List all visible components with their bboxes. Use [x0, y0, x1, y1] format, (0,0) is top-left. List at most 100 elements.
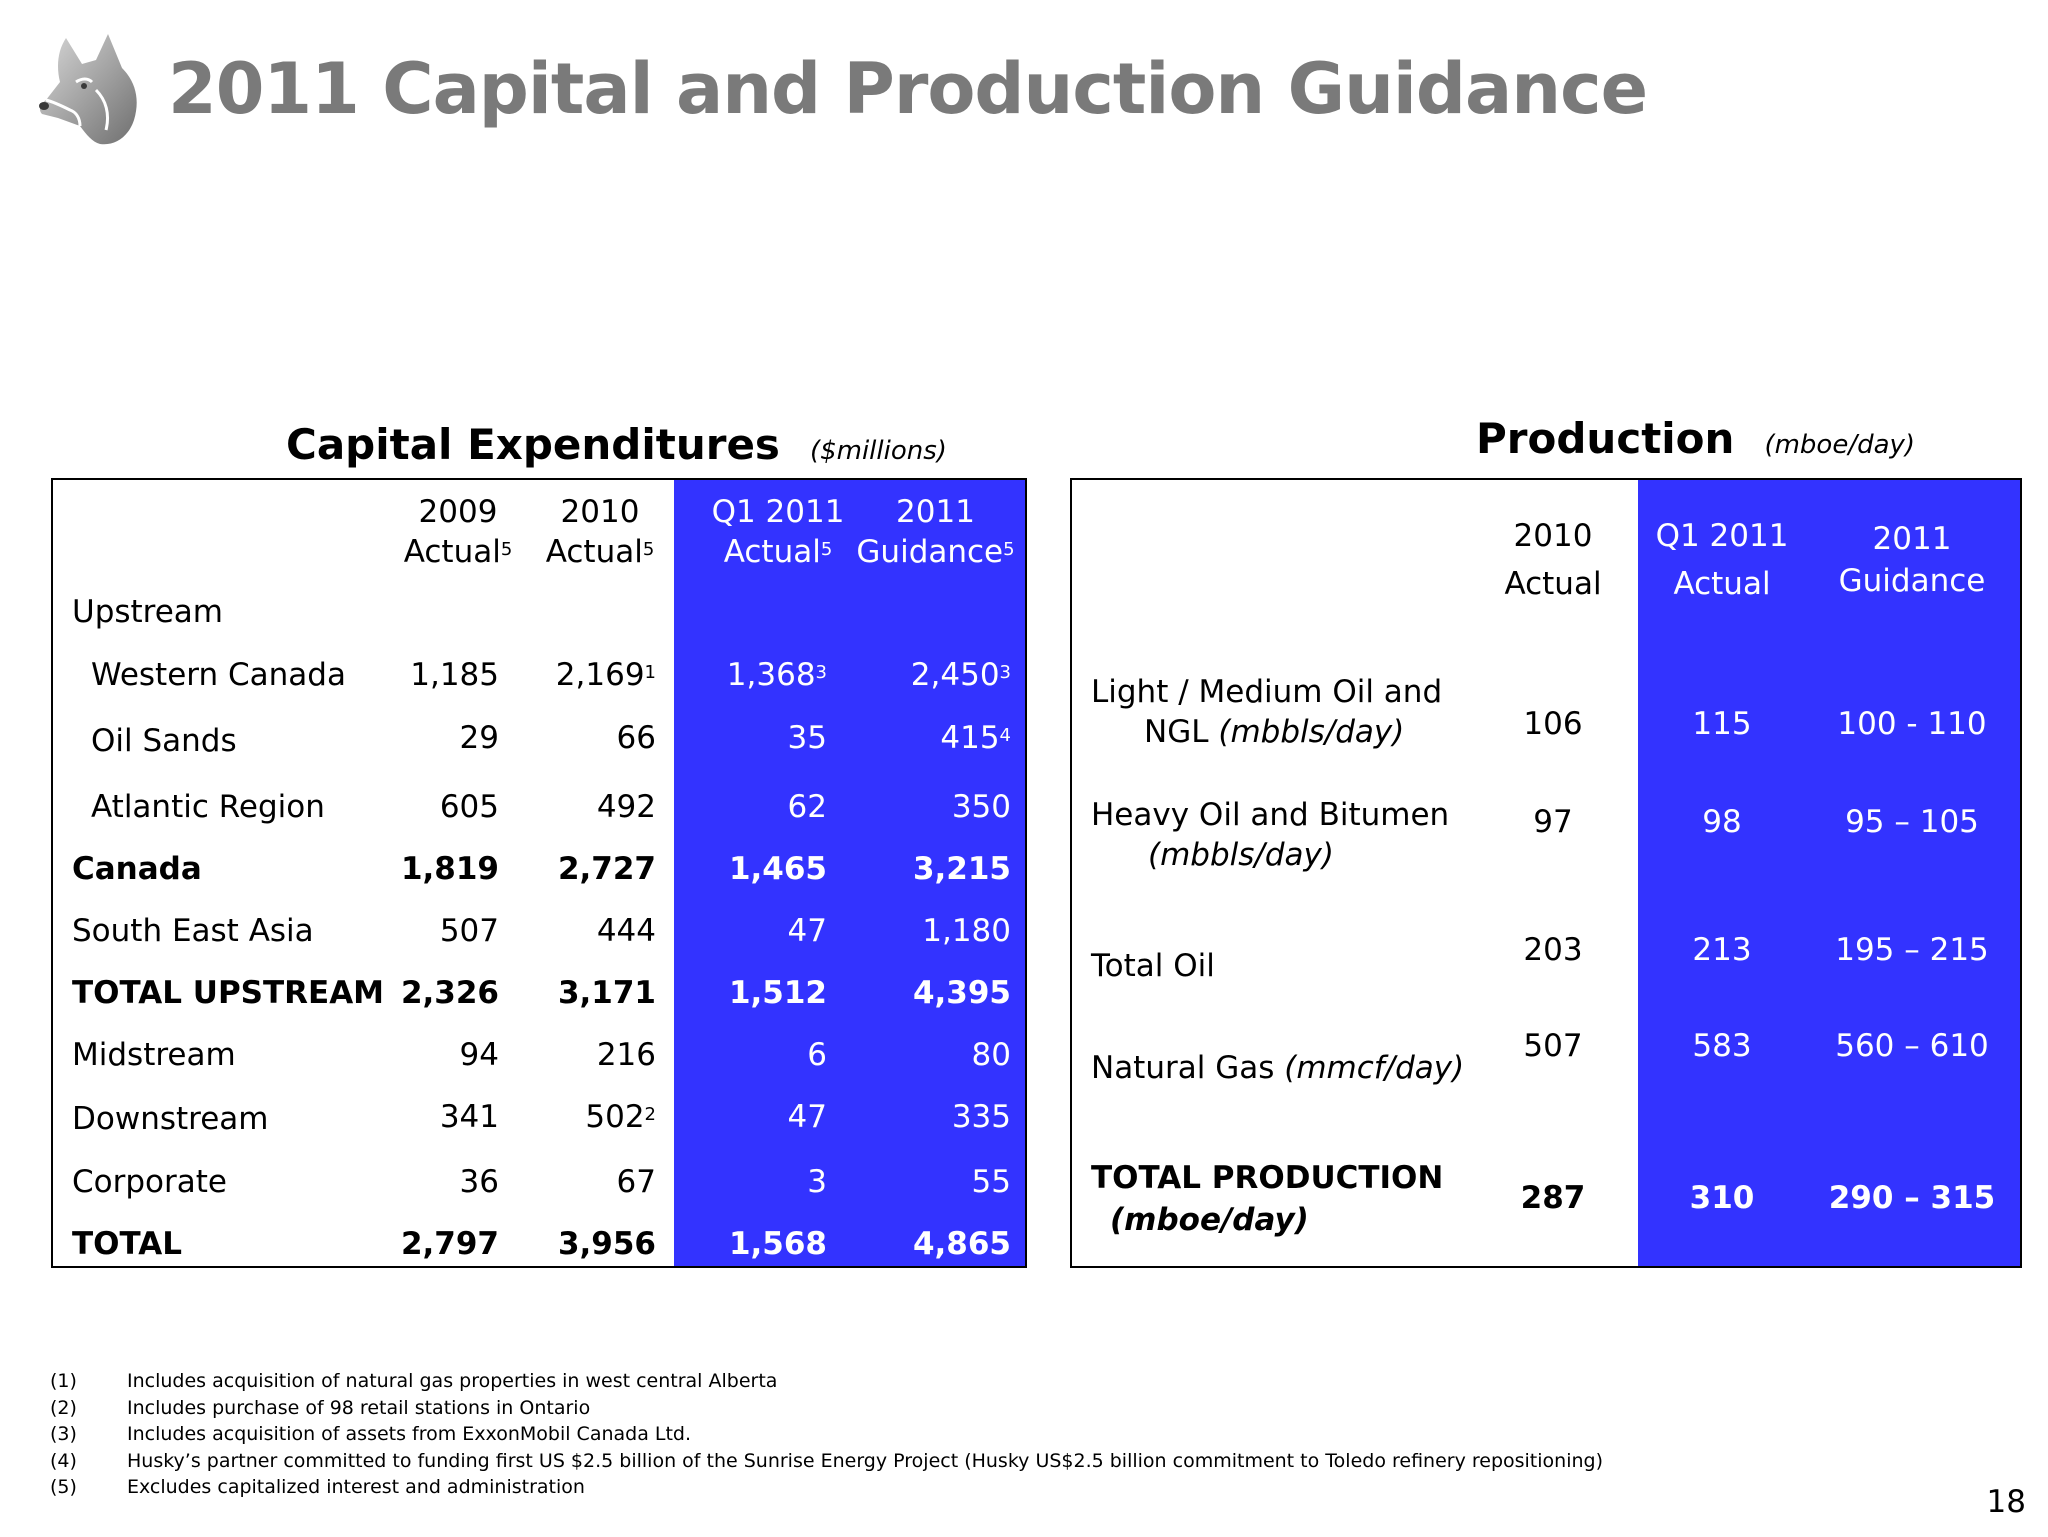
cell-value: 55	[971, 1164, 1011, 1200]
cell-2009: 36	[459, 1164, 499, 1200]
capex-header-2010: 2010 Actual5	[540, 494, 660, 570]
cell-2011: 335	[853, 1099, 1011, 1135]
row-label: TOTAL	[72, 1226, 182, 1262]
cell-2010: 5022	[508, 1099, 656, 1135]
footnote-number: (5)	[50, 1476, 77, 1498]
cell-2010: 287	[1520, 1180, 1586, 1216]
capex-section-upstream: Upstream	[72, 594, 224, 630]
production-header-q1-2011: Q1 2011 Actual	[1642, 512, 1802, 608]
capex-highlight-columns	[674, 480, 1025, 1266]
row-label: TOTAL UPSTREAM	[72, 975, 385, 1011]
cell-2011: 4154	[853, 720, 1011, 756]
header-sup: 5	[642, 539, 655, 560]
cell-q1-2011: 47	[703, 1099, 827, 1135]
footnote-text: Excludes capitalized interest and admini…	[127, 1476, 585, 1498]
row-sublabel: (mbbls/day)	[1148, 837, 1334, 873]
cell-2010: 67	[508, 1164, 656, 1200]
production-heading: Production (mboe/day)	[1476, 414, 1915, 463]
sublabel-unit: (mbbls/day)	[1218, 714, 1405, 750]
header-line2-text: Actual	[723, 534, 821, 570]
cell-value: 502	[585, 1099, 645, 1135]
cell-q1-2011: 3	[703, 1164, 827, 1200]
cell-value: 80	[971, 1037, 1011, 1073]
cell-2009: 2,326	[400, 975, 499, 1011]
cell-2010: 106	[1523, 706, 1583, 742]
cell-2011: 560 – 610	[1835, 1028, 1989, 1064]
capex-header-2009: 2009 Actual5	[403, 494, 513, 570]
footnote-number: (3)	[50, 1423, 77, 1445]
sublabel-text: NGL	[1144, 714, 1209, 750]
production-header-2010: 2010 Actual	[1488, 512, 1618, 608]
cell-q1-2011: 1,3683	[703, 657, 827, 693]
cell-2010: 2,1691	[508, 657, 656, 693]
cell-value: 4,395	[912, 975, 1011, 1011]
page-number: 18	[1986, 1484, 2026, 1520]
row-label: Oil Sands	[91, 723, 237, 759]
cell-q1-2011: 310	[1689, 1180, 1755, 1216]
cell-2010: 2,727	[508, 851, 656, 887]
cell-2011: 2,4503	[853, 657, 1011, 693]
row-label: Canada	[72, 851, 202, 887]
header-line1: Q1 2011	[711, 494, 845, 530]
footnote-number: (4)	[50, 1449, 77, 1472]
cell-q1-2011: 213	[1692, 932, 1752, 968]
cell-sup: 1	[644, 662, 656, 683]
cell-2010: 507	[1523, 1028, 1583, 1064]
header-line2-text: Actual	[403, 534, 501, 570]
cell-2011: 4,395	[853, 975, 1011, 1011]
footnote-text: Husky’s partner committed to funding fir…	[127, 1449, 1603, 1472]
cell-value: 415	[940, 720, 1000, 756]
header-line2: Actual5	[403, 534, 513, 570]
cell-2010: 97	[1533, 804, 1573, 840]
cell-value: 3,215	[912, 851, 1011, 887]
cell-value: 6	[807, 1037, 827, 1073]
capex-heading: Capital Expenditures ($millions)	[286, 420, 947, 469]
capex-header-2011: 2011 Guidance5	[853, 494, 1018, 570]
cell-2009: 507	[439, 913, 499, 949]
row-label: TOTAL PRODUCTION	[1091, 1160, 1444, 1196]
cell-value: 1,465	[728, 851, 827, 887]
cell-sup: 3	[999, 662, 1011, 683]
row-label: Heavy Oil and Bitumen	[1091, 797, 1450, 833]
cell-2009: 341	[439, 1099, 499, 1135]
cell-value: 47	[787, 1099, 827, 1135]
cell-value: 1,180	[922, 913, 1011, 949]
cell-value: 3,956	[557, 1226, 656, 1262]
cell-value: 492	[596, 789, 656, 825]
production-highlight-columns	[1638, 480, 2020, 1266]
header-line2: Actual	[1504, 566, 1602, 602]
cell-2009: 94	[459, 1037, 499, 1073]
header-sup: 5	[500, 539, 513, 560]
cell-sup: 4	[999, 725, 1011, 746]
husky-logo-icon	[39, 34, 137, 145]
cell-2009: 2,797	[400, 1226, 499, 1262]
header-line2-text: Guidance	[856, 534, 1004, 570]
header-line2-text: Actual	[545, 534, 643, 570]
cell-value: 3	[807, 1164, 827, 1200]
header-line2: Actual5	[703, 534, 853, 570]
cell-2009: 1,185	[410, 657, 499, 693]
cell-q1-2011: 47	[703, 913, 827, 949]
row-label-unit: (mmcf/day)	[1284, 1050, 1465, 1086]
cell-value: 444	[596, 913, 656, 949]
header-line2: Guidance	[1838, 563, 1986, 599]
cell-value: 2,727	[557, 851, 656, 887]
page-title: 2011 Capital and Production Guidance	[168, 48, 1648, 130]
cell-2010: 66	[508, 720, 656, 756]
cell-2010: 203	[1523, 932, 1583, 968]
cell-2010: 3,956	[508, 1226, 656, 1262]
production-title: Production	[1476, 414, 1735, 463]
footnote-number: (1)	[50, 1370, 77, 1392]
row-label: Total Oil	[1091, 948, 1215, 984]
cell-2011: 55	[853, 1164, 1011, 1200]
cell-value: 350	[951, 789, 1011, 825]
header-line2: Actual	[1673, 566, 1771, 602]
cell-value: 1,512	[728, 975, 827, 1011]
cell-q1-2011: 62	[703, 789, 827, 825]
cell-q1-2011: 35	[703, 720, 827, 756]
production-header-2011: 2011 Guidance	[1812, 518, 2012, 602]
row-label: Corporate	[72, 1164, 227, 1200]
footnote-number: (2)	[50, 1396, 77, 1419]
cell-2010: 3,171	[508, 975, 656, 1011]
cell-2011: 350	[853, 789, 1011, 825]
